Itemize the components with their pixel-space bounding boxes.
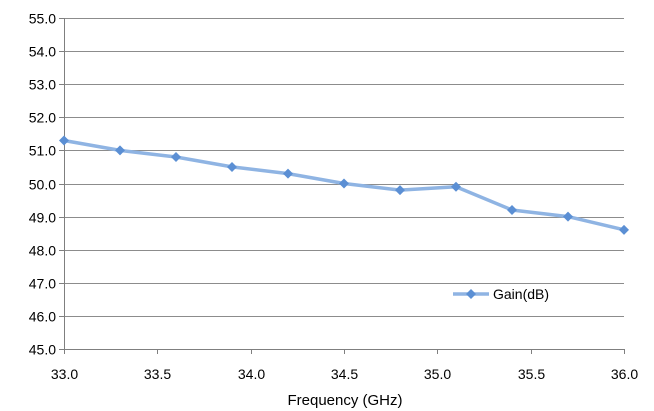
data-point-marker: [283, 168, 293, 179]
y-tick-label: 46.0: [29, 309, 56, 325]
data-point-marker: [395, 185, 405, 196]
series-layer: [59, 135, 629, 235]
x-tick-label: 35.0: [424, 366, 451, 382]
data-point-marker: [339, 178, 349, 189]
legend: Gain(dB): [453, 286, 549, 302]
data-point-marker: [115, 145, 125, 156]
y-tick-label: 54.0: [29, 44, 56, 60]
x-tick-label: 33.0: [51, 366, 78, 382]
y-tick-label: 51.0: [29, 143, 56, 159]
y-tick-label: 53.0: [29, 77, 56, 93]
gridlines: [64, 18, 624, 317]
data-point-marker: [171, 152, 181, 163]
x-tick-label: 36.0: [611, 366, 638, 382]
data-point-marker: [563, 211, 573, 222]
data-point-marker: [619, 224, 629, 235]
y-tick-label: 49.0: [29, 210, 56, 226]
y-tick-label: 47.0: [29, 276, 56, 292]
data-point-marker: [227, 161, 237, 172]
y-tick-label: 52.0: [29, 110, 56, 126]
x-axis-title: Frequency (GHz): [287, 392, 402, 409]
x-tick-label: 35.5: [518, 366, 545, 382]
legend-label-gain: Gain(dB): [493, 286, 549, 302]
data-point-marker: [451, 181, 461, 192]
x-tick-labels: 33.0 33.5 34.0 34.5 35.0 35.5 36.0: [51, 366, 638, 382]
legend-marker-swatch: [466, 289, 476, 299]
x-tick-label: 34.0: [238, 366, 265, 382]
y-tick-label: 48.0: [29, 243, 56, 259]
y-tick-label: 55.0: [29, 11, 56, 27]
x-tick-label: 33.5: [144, 366, 171, 382]
y-tick-label: 45.0: [29, 342, 56, 358]
y-tick-labels: 45.0 46.0 47.0 48.0 49.0 50.0 51.0 52.0 53.0 54.0…: [29, 11, 56, 358]
data-point-marker: [59, 135, 69, 146]
data-point-marker: [507, 204, 517, 215]
y-tick-label: 50.0: [29, 177, 56, 193]
axes: [59, 18, 625, 354]
x-tick-label: 34.5: [331, 366, 358, 382]
